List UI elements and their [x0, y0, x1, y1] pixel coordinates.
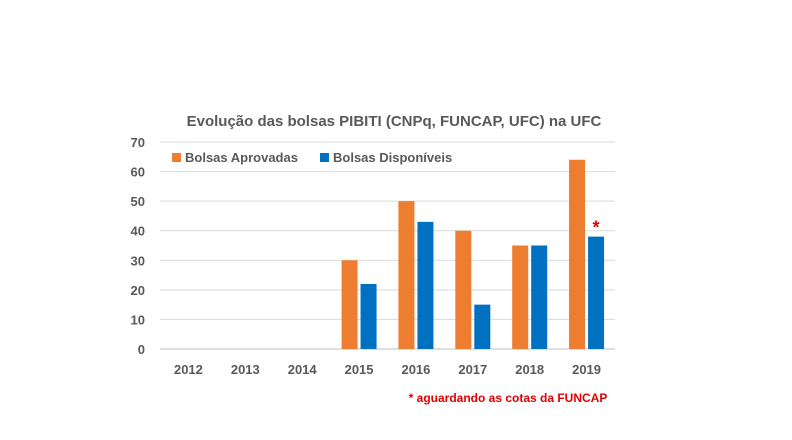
y-tick-label: 40 — [131, 224, 145, 239]
y-tick-label: 10 — [131, 312, 145, 327]
x-tick-label: 2016 — [401, 362, 430, 377]
x-tick-label: 2013 — [231, 362, 260, 377]
y-tick-label: 70 — [131, 135, 145, 150]
y-tick-label: 20 — [131, 283, 145, 298]
bar-disponiveis-2016 — [417, 221, 434, 349]
x-tick-label: 2018 — [515, 362, 544, 377]
bar-aprovadas-2019 — [569, 159, 586, 349]
y-tick-label: 50 — [131, 194, 145, 209]
footnote: * aguardando as cotas da FUNCAP — [409, 391, 608, 405]
x-tick-label: 2014 — [288, 362, 318, 377]
legend: Bolsas Aprovadas Bolsas Disponíveis — [172, 150, 452, 165]
bar-aprovadas-2017 — [455, 230, 472, 349]
bars — [341, 159, 605, 349]
bar-disponiveis-2019 — [588, 236, 605, 349]
bar-aprovadas-2016 — [398, 201, 415, 349]
y-tick-label: 30 — [131, 253, 145, 268]
bar-aprovadas-2015 — [341, 260, 358, 349]
annotation-asterisk: * — [593, 218, 600, 238]
legend-swatch — [172, 153, 181, 162]
y-tick-label: 60 — [131, 165, 145, 180]
x-axis-ticks: 2012 2013 2014 2015 2016 2017 2018 2019 — [174, 362, 601, 377]
x-tick-label: 2017 — [458, 362, 487, 377]
y-tick-label: 0 — [138, 342, 145, 357]
bar-aprovadas-2018 — [512, 245, 529, 349]
chart-title: Evolução das bolsas PIBITI (CNPq, FUNCAP… — [187, 113, 602, 130]
x-tick-label: 2019 — [572, 362, 601, 377]
legend-label: Bolsas Aprovadas — [185, 150, 298, 165]
legend-swatch — [320, 153, 329, 162]
x-tick-label: 2015 — [345, 362, 374, 377]
gridlines — [160, 141, 615, 350]
y-axis-ticks: 0 10 20 30 40 50 60 70 — [131, 135, 145, 357]
legend-label: Bolsas Disponíveis — [333, 150, 452, 165]
bar-disponiveis-2018 — [531, 245, 548, 349]
x-tick-label: 2012 — [174, 362, 203, 377]
bar-disponiveis-2015 — [360, 283, 377, 349]
bar-disponiveis-2017 — [474, 304, 491, 349]
